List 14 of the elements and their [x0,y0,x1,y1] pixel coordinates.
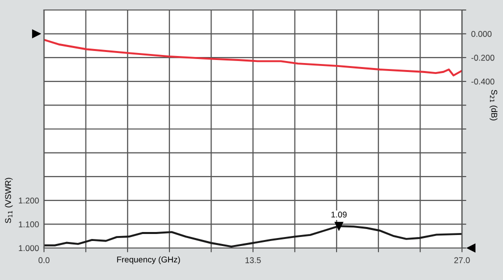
x-tick-label: 27.0 [454,257,470,264]
y-tick-label: 1.100 [18,221,39,228]
x-axis-title: Frequency (GHz) [117,256,180,264]
y-tick-label: 1.200 [18,198,39,204]
y2-tick-label: -0.200 [471,54,494,61]
x-tick-label: 0.0 [38,257,50,264]
y2-axis-title: S$_{21}$ (dB) [490,90,498,120]
y-tick-label: 1.000 [18,245,39,252]
annotation: 1.09 [331,212,347,218]
y-axis-title: S$_{11}$ (VSWR) [4,178,13,224]
y2-tick-label: -0.400 [471,78,494,84]
x-tick-label: 13.5 [246,257,261,264]
line-series [44,38,462,76]
y2-tick-label: 0.000 [471,31,492,37]
